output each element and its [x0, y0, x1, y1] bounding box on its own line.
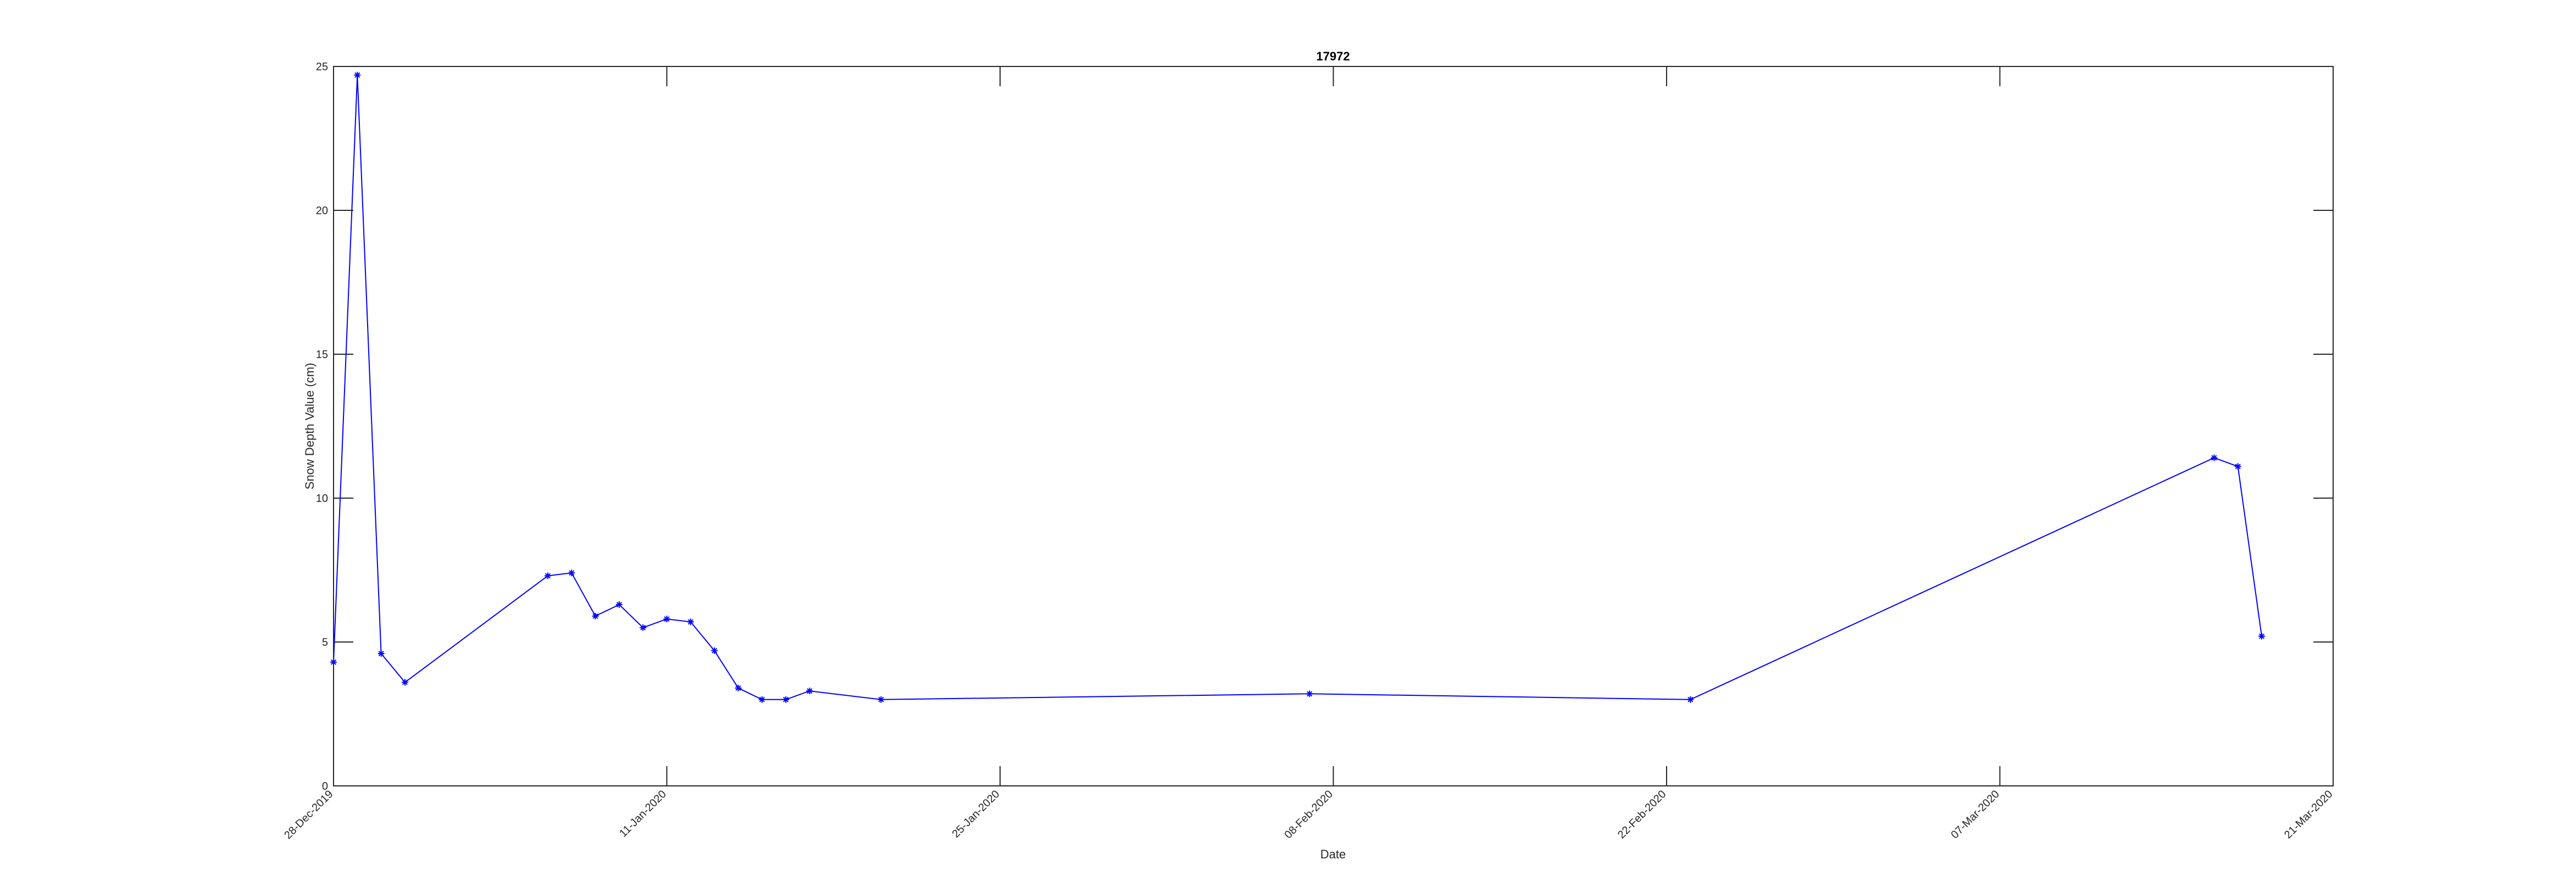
y-tick-label: 15: [316, 349, 328, 361]
data-point: [2211, 454, 2218, 461]
series-layer: [330, 71, 2266, 703]
data-point: [401, 679, 408, 686]
x-tick-label: 08-Feb-2020: [1282, 788, 1335, 841]
y-tick-label: 20: [316, 205, 328, 217]
chart-title: 17972: [1316, 49, 1350, 63]
data-point: [878, 696, 885, 703]
data-point: [806, 688, 813, 695]
data-point: [2234, 463, 2241, 470]
data-point: [782, 696, 790, 703]
x-tick-label: 21-Mar-2020: [2282, 788, 2335, 841]
data-point: [592, 612, 599, 619]
data-point: [758, 696, 765, 703]
axis-ticks: 28-Dec-2019 11-Jan-2020 25-Jan-2020 08-Feb-…: [282, 61, 2335, 841]
y-axis-label: Snow Depth Value (cm): [303, 363, 317, 490]
x-tick-label: 11-Jan-2020: [617, 788, 669, 840]
data-point: [640, 624, 647, 631]
data-point: [687, 618, 694, 626]
y-tick-label: 10: [316, 493, 328, 505]
data-point: [354, 71, 361, 79]
x-tick-label: 22-Feb-2020: [1615, 788, 1669, 841]
y-tick-label: 5: [322, 637, 328, 649]
data-point: [568, 570, 575, 577]
data-point: [735, 684, 742, 691]
data-point: [1687, 696, 1694, 703]
data-point: [377, 650, 385, 657]
x-tick-label: 28-Dec-2019: [282, 788, 335, 841]
data-point: [615, 601, 623, 608]
data-point: [711, 647, 718, 654]
x-axis-label: Date: [1320, 847, 1346, 861]
data-point: [2258, 633, 2266, 640]
x-tick-label: 07-Mar-2020: [1949, 788, 2002, 841]
data-point: [544, 572, 551, 579]
data-point: [663, 616, 670, 623]
y-tick-label: 0: [322, 780, 328, 792]
data-point: [1306, 690, 1313, 697]
x-tick-label: 25-Jan-2020: [950, 788, 1002, 840]
plot-area: [333, 66, 2334, 786]
series-line: [333, 75, 2262, 700]
y-tick-label: 25: [316, 61, 328, 73]
